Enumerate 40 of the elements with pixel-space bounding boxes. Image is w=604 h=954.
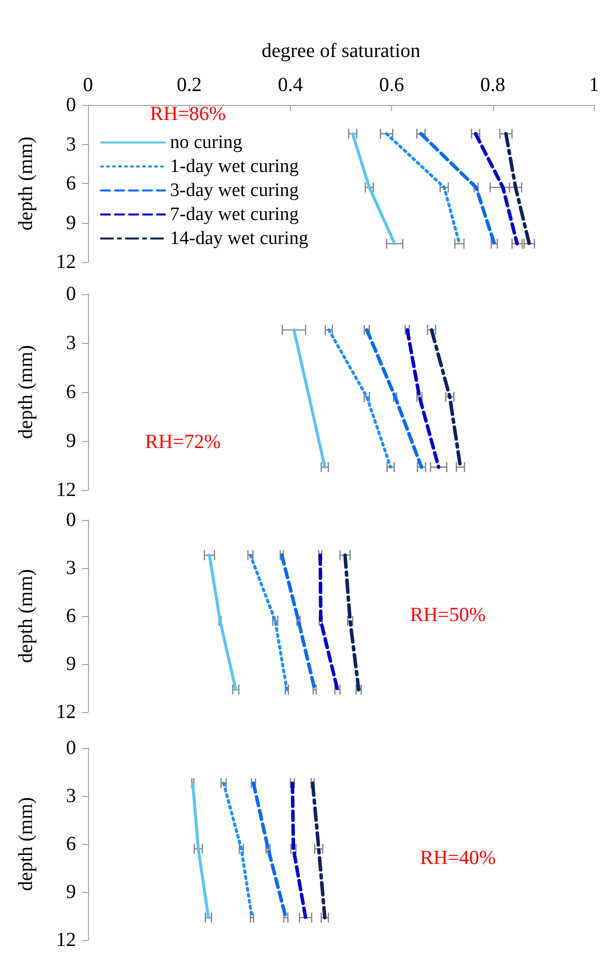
y-tick-label: 6 [66,381,76,403]
y-tick-label: 9 [66,430,76,452]
y-tick-label: 12 [56,701,76,723]
annotation: RH=50% [410,604,486,626]
y-tick-label: 0 [66,94,76,116]
legend-label: 3-day wet curing [170,180,300,201]
y-axis-title: depth (mm) [15,569,37,663]
y-tick-label: 3 [66,133,76,156]
y-tick-label: 12 [56,251,76,273]
y-tick-label: 3 [66,557,76,579]
annotation: RH=40% [420,847,496,869]
y-tick-label: 9 [66,212,76,234]
y-tick-label: 0 [66,283,76,305]
legend-label: no curing [170,132,243,153]
annotation: RH=72% [145,431,221,453]
y-tick-label: 9 [66,881,76,903]
y-tick-label: 3 [66,332,76,354]
y-axis-title: depth (mm) [15,345,37,439]
y-axis-title: depth (mm) [15,136,37,230]
x-tick-label: 0.4 [278,74,303,96]
x-tick-label: 0.8 [480,74,506,96]
x-axis-title: degree of saturation [262,40,420,62]
x-tick-label: 0.6 [379,74,404,96]
y-tick-label: 6 [66,605,76,627]
y-tick-label: 9 [66,653,76,675]
x-tick-label: 0 [83,74,93,96]
y-axis-title: depth (mm) [15,797,37,891]
y-tick-label: 12 [56,929,76,951]
legend-label: 1-day wet curing [170,156,300,177]
annotation: RH=86% [150,103,226,125]
x-tick-label: 1 [589,74,599,96]
y-tick-label: 6 [66,833,76,855]
y-tick-label: 12 [56,479,76,501]
y-tick-label: 3 [66,785,76,807]
legend-label: 7-day wet curing [170,204,300,225]
y-tick-label: 0 [66,737,76,759]
y-tick-label: 0 [66,509,76,531]
legend-label: 14-day wet curing [170,228,309,249]
y-tick-label: 6 [66,172,76,194]
x-tick-label: 0.2 [176,74,202,96]
